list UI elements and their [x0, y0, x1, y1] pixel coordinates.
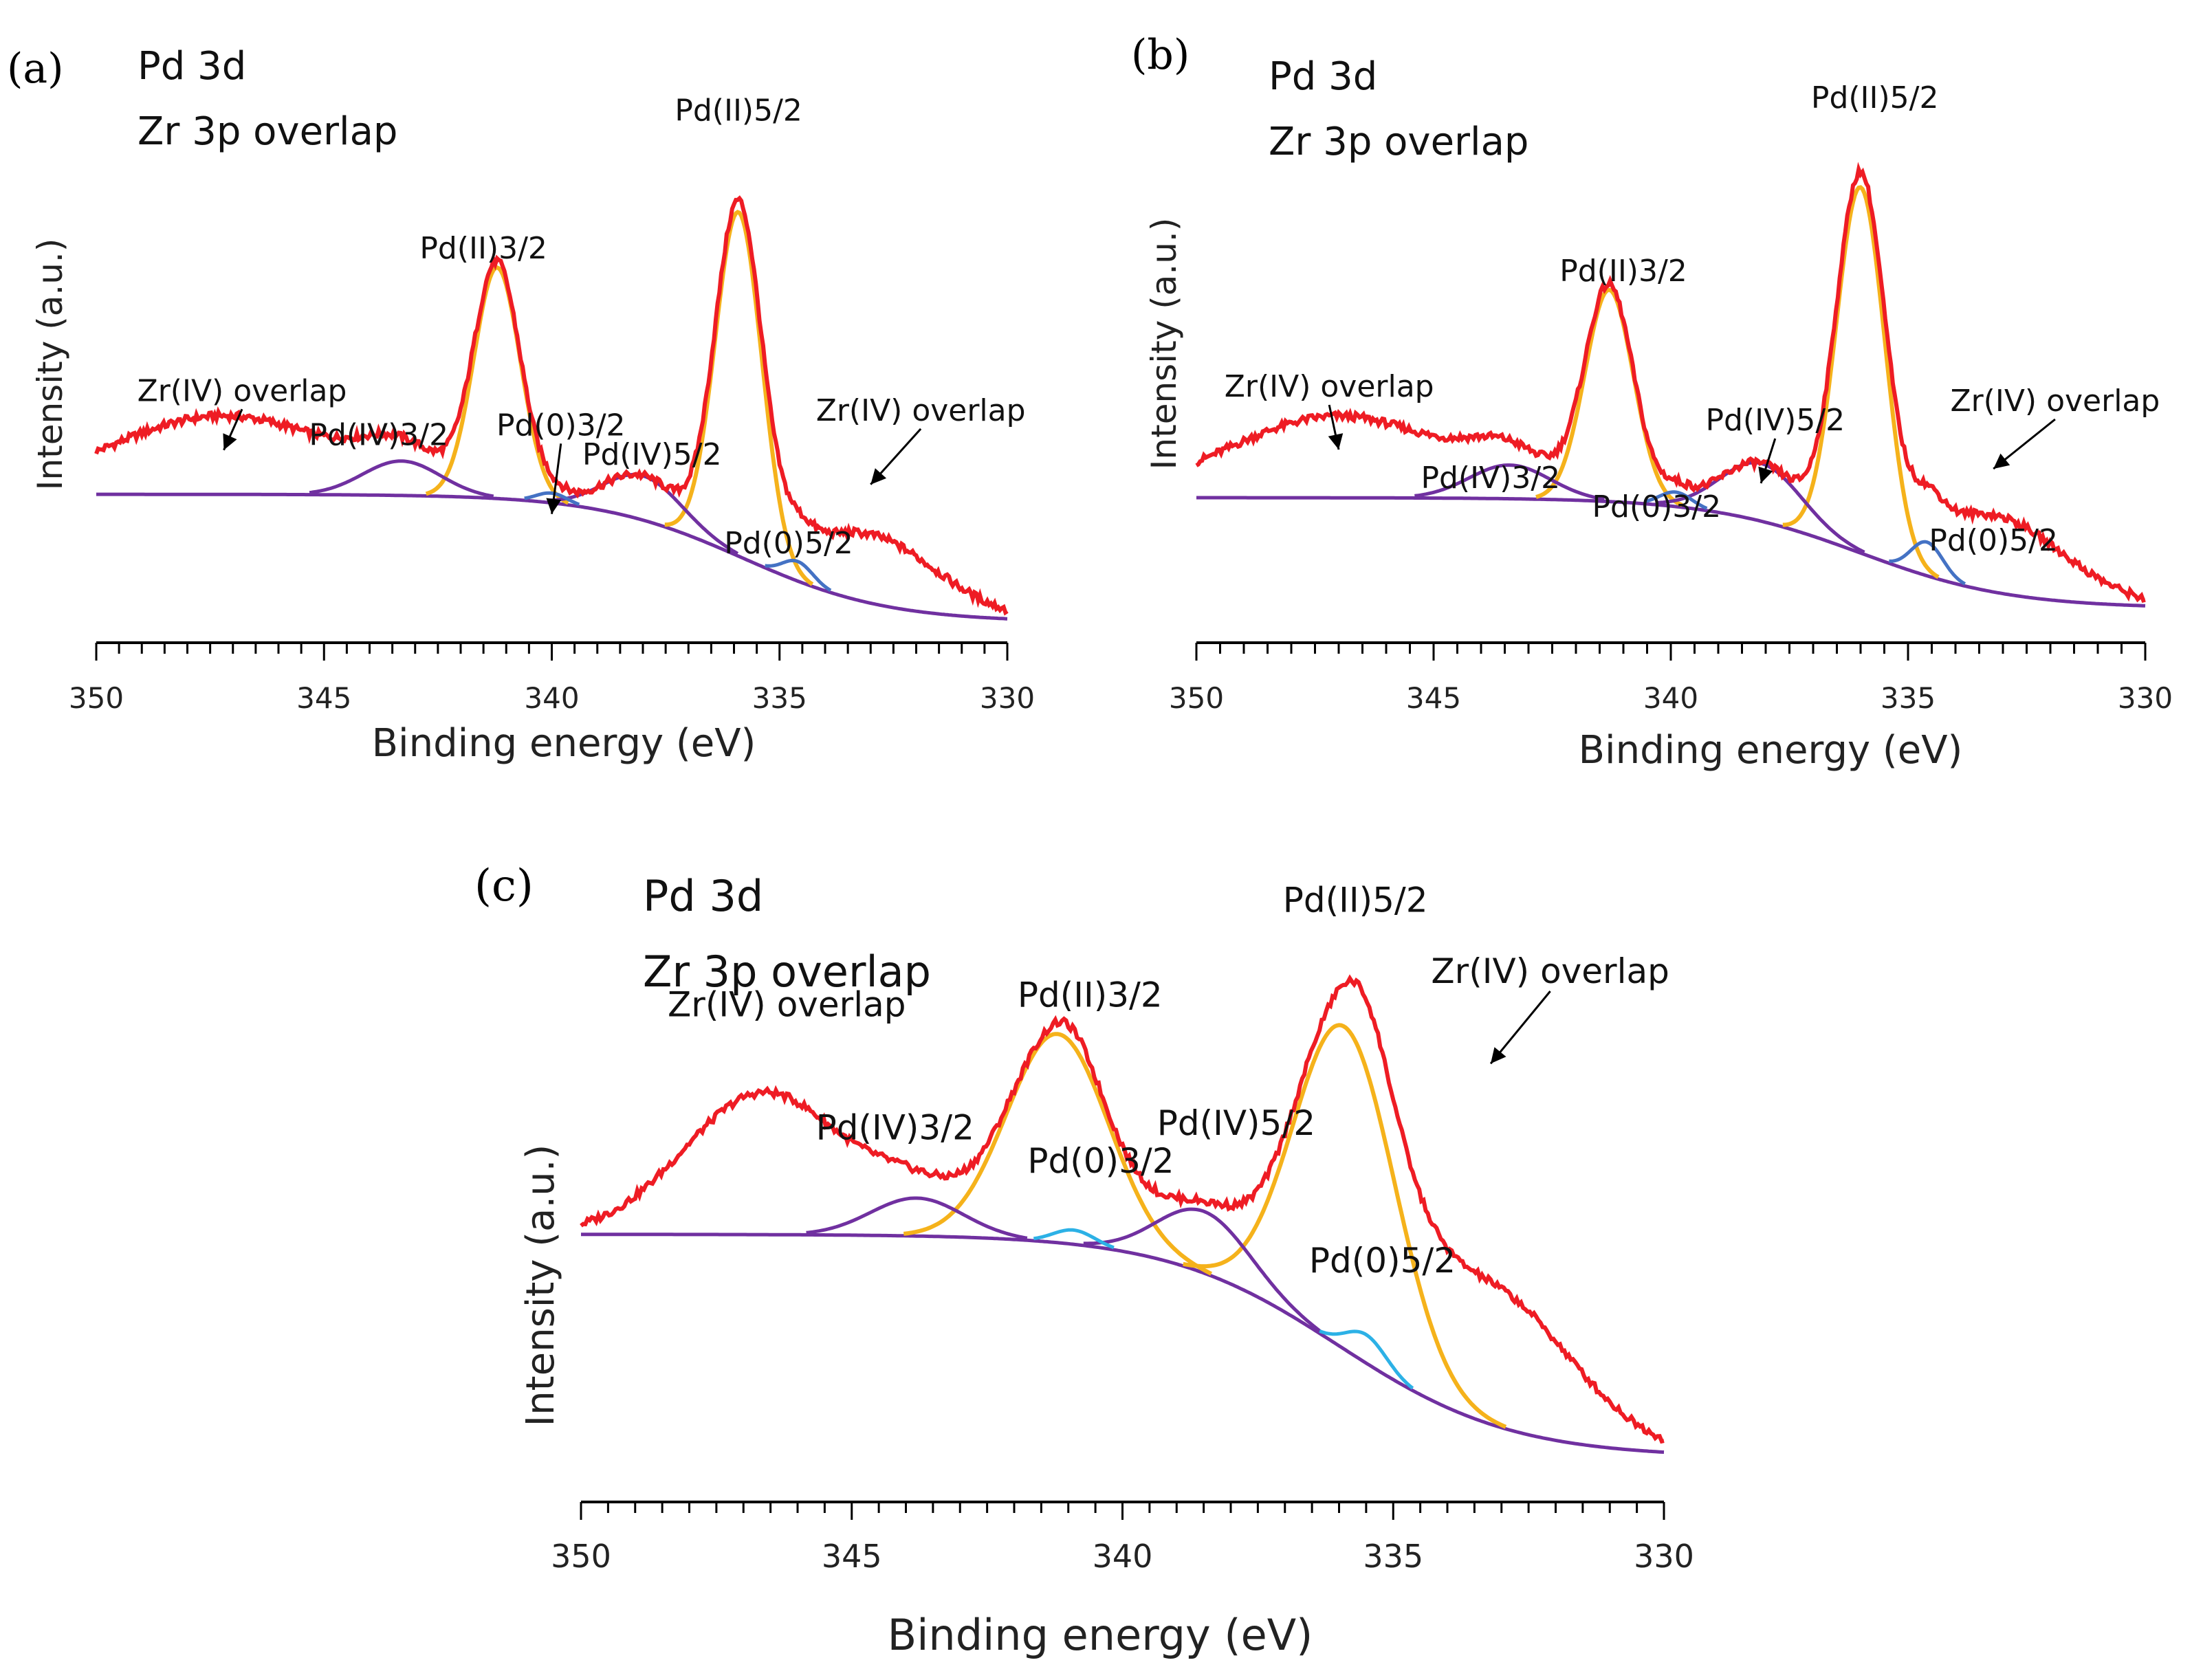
annotation-arrow-head	[546, 498, 562, 514]
x-tick-label: 350	[551, 1538, 611, 1575]
annotation-label: Zr(IV) overlap	[1950, 384, 2160, 419]
x-tick-label: 330	[2118, 681, 2173, 715]
x-tick-label: 350	[1169, 681, 1224, 715]
x-axis-title: Binding energy (eV)	[372, 721, 756, 766]
annotation-label: Pd(IV)5/2	[582, 437, 722, 472]
component-curve-pdiv32	[1414, 463, 1605, 501]
annotation-label: Zr(IV) overlap	[668, 984, 906, 1024]
component-curve-pdii52	[664, 210, 814, 586]
envelope-curve	[580, 974, 1665, 1444]
y-axis-title: Intensity (a.u.)	[30, 239, 70, 491]
annotation-label: Pd(0)5/2	[1309, 1241, 1456, 1281]
plot-area: 350 345 340 335 330 Pd(II)5/2 Pd(II)3/2 Zr(IV) …	[551, 881, 1694, 1576]
annotation-label: Zr(IV) overlap	[816, 393, 1026, 428]
annotation-label: Zr(IV) overlap	[1225, 369, 1434, 404]
annotation-arrow-head	[1993, 453, 2010, 469]
plot-area: 350 345 340 335 330 Pd(II)5/2 Pd(II)3/2 Zr(IV) …	[69, 93, 1035, 715]
annotation-label: Pd(II)3/2	[419, 231, 547, 266]
chart-title-line-1: Pd 3d	[1269, 54, 1377, 99]
annotation-arrow-head	[870, 468, 887, 485]
annotation-label: Zr(IV) overlap	[138, 373, 347, 408]
panel-b: (b) Pd 3d Zr 3p overlap Intensity (a.u.)…	[1131, 31, 2173, 773]
x-tick-label: 340	[1643, 681, 1698, 715]
chart-title-line-2: Zr 3p overlap	[138, 109, 397, 154]
x-tick-label: 335	[1881, 681, 1936, 715]
annotation-label: Pd(II)5/2	[1283, 881, 1428, 920]
chart-title-line-1: Pd 3d	[643, 871, 763, 921]
component-curve-pdiv52	[1083, 1207, 1325, 1336]
x-tick-label: 330	[1634, 1538, 1694, 1575]
component-curve-pd032	[1643, 490, 1708, 510]
annotation-label: Pd(0)3/2	[1592, 489, 1721, 524]
background-line	[581, 1233, 1665, 1454]
panel-label: (c)	[474, 861, 534, 911]
component-curve-pdii32	[425, 265, 569, 505]
annotation-label: Pd(IV)5/2	[1157, 1103, 1315, 1143]
component-curve-pdiv32	[309, 459, 494, 498]
component-curve-pdii52	[1782, 185, 1940, 579]
panel-c: (c) Pd 3d Zr 3p overlap Intensity (a.u.)…	[474, 861, 1694, 1660]
annotation-label: Pd(IV)3/2	[1421, 461, 1560, 496]
chart-title-line-2: Zr 3p overlap	[643, 947, 931, 997]
y-axis-title: Intensity (a.u.)	[518, 1145, 563, 1427]
annotation-label: Pd(II)3/2	[1559, 254, 1687, 289]
envelope-curve	[94, 195, 1009, 616]
panel-a: (a) Pd 3d Zr 3p overlap Intensity (a.u.)…	[7, 44, 1035, 766]
annotation-label: Pd(0)5/2	[724, 526, 853, 561]
x-tick-label: 340	[1093, 1538, 1153, 1575]
component-curve-pd052	[1319, 1329, 1414, 1390]
annotation-label: Pd(0)5/2	[1929, 523, 2058, 558]
chart-title-line-2: Zr 3p overlap	[1269, 120, 1528, 164]
panel-label: (a)	[7, 45, 64, 93]
annotation-label: Zr(IV) overlap	[1431, 951, 1669, 991]
component-curve-pd032	[524, 491, 580, 507]
background-line	[1196, 496, 2146, 608]
annotation-label: Pd(0)3/2	[1027, 1141, 1174, 1181]
component-curve-pdiv32	[806, 1196, 1028, 1240]
annotation-label: Pd(II)5/2	[1811, 80, 1939, 115]
component-curve-pd032	[1033, 1228, 1115, 1250]
panel-label: (b)	[1131, 31, 1190, 79]
x-axis-title: Binding energy (eV)	[1579, 728, 1963, 773]
x-tick-label: 345	[1406, 681, 1461, 715]
plot-area: 350 345 340 335 330 Pd(II)5/2 Pd(II)3/2 Zr(IV) …	[1169, 80, 2173, 715]
annotation-arrow-head	[1491, 1047, 1506, 1064]
annotation-arrow	[1489, 991, 1551, 1065]
x-tick-label: 330	[980, 681, 1035, 715]
annotation-arrow-head	[223, 433, 237, 450]
x-axis-title: Binding energy (eV)	[888, 1610, 1313, 1660]
annotation-arrow-head	[1328, 433, 1344, 450]
annotation-label: Pd(0)3/2	[496, 408, 626, 443]
annotation-label: Pd(IV)5/2	[1705, 403, 1845, 438]
envelope-curve	[1195, 162, 2146, 603]
component-curve-pdii32	[1535, 287, 1683, 507]
x-tick-label: 345	[296, 681, 351, 715]
annotation-label: Pd(II)3/2	[1018, 975, 1163, 1015]
y-axis-title: Intensity (a.u.)	[1144, 218, 1184, 470]
x-tick-label: 335	[752, 681, 807, 715]
annotation-label: Pd(IV)3/2	[309, 418, 448, 453]
annotation-label: Pd(IV)3/2	[816, 1108, 974, 1148]
x-tick-label: 350	[69, 681, 124, 715]
component-curve-pd052	[1889, 540, 1966, 586]
x-tick-label: 340	[524, 681, 579, 715]
annotation-label: Pd(II)5/2	[675, 93, 802, 129]
component-curve-pd052	[765, 558, 832, 593]
x-tick-label: 345	[822, 1538, 882, 1575]
x-tick-label: 335	[1363, 1538, 1423, 1575]
component-curve-pdii52	[1183, 1023, 1507, 1429]
annotation-arrow-head	[1758, 466, 1773, 483]
chart-title-line-1: Pd 3d	[138, 44, 246, 89]
